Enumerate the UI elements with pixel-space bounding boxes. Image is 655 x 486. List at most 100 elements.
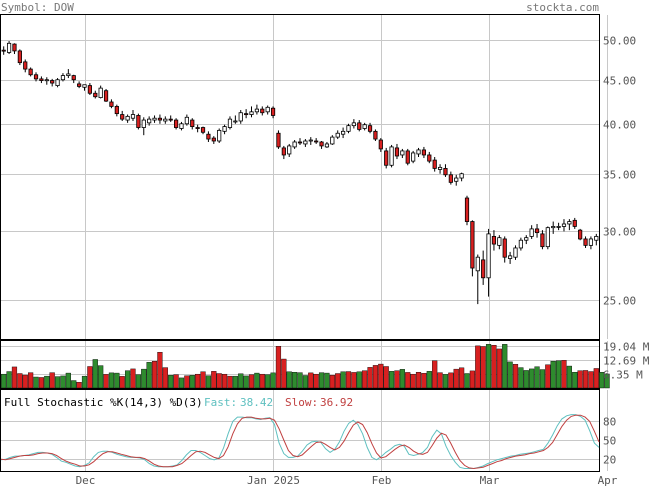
volume-bar — [405, 372, 411, 389]
candle-body — [23, 61, 28, 70]
candle — [567, 219, 572, 231]
volume-bar — [108, 372, 115, 389]
volume-bar — [87, 366, 93, 389]
volume-bar — [388, 371, 395, 389]
volume-bar — [475, 345, 481, 389]
volume-bar — [281, 358, 287, 389]
candle — [524, 235, 529, 245]
candle — [464, 195, 470, 226]
candle-body — [470, 221, 475, 269]
volume-bar — [556, 360, 562, 389]
price-tick-label: 35.00 — [603, 169, 636, 182]
stochastic-slow-label: Slow: — [285, 396, 318, 409]
stochastic-slow-line — [0, 414, 600, 470]
symbol-label: Symbol: DOW — [1, 1, 74, 14]
candle-body — [211, 137, 216, 142]
candle-body — [497, 237, 502, 246]
volume-bar — [81, 375, 88, 389]
candle — [362, 122, 367, 131]
candle — [437, 164, 443, 174]
candle — [71, 74, 76, 84]
candle — [454, 174, 459, 186]
volume-bar — [561, 360, 567, 389]
candle — [217, 128, 222, 143]
volume-bar — [496, 348, 502, 389]
candle-body — [276, 132, 281, 148]
volume-bar — [189, 375, 195, 389]
candle-body — [464, 197, 470, 222]
candle-body — [572, 219, 577, 227]
volume-bar — [22, 374, 28, 389]
candle-body — [98, 87, 103, 98]
candle-body — [281, 147, 286, 156]
candle — [211, 136, 216, 144]
volume-bar — [539, 369, 546, 389]
candle-body — [454, 177, 459, 182]
volume-bar — [464, 373, 470, 389]
volume-bar — [114, 372, 120, 389]
volume-bar — [173, 374, 179, 389]
candle-body — [163, 118, 168, 122]
candle — [173, 118, 179, 130]
candle-body — [308, 139, 313, 142]
candle-body — [12, 43, 17, 52]
candle-body — [125, 115, 130, 121]
candle-body — [39, 78, 44, 81]
volume-bar — [275, 346, 282, 389]
volume-bar — [178, 377, 185, 389]
candle — [529, 225, 534, 239]
volume-bar — [421, 373, 427, 389]
candle — [416, 147, 421, 158]
volume-bar — [410, 373, 416, 389]
stochastic-series — [0, 414, 600, 470]
volume-bar — [119, 376, 125, 389]
candle-body — [330, 136, 335, 145]
candle-body — [534, 228, 540, 234]
volume-bar — [71, 380, 77, 389]
candle-body — [346, 125, 351, 132]
candle-body — [28, 68, 33, 76]
volume-bar — [523, 370, 529, 389]
candle — [77, 81, 82, 89]
candle-body — [432, 159, 437, 169]
candle-body — [421, 149, 427, 156]
candle-body — [157, 117, 163, 121]
candle-body — [324, 143, 330, 148]
candle-body — [567, 221, 572, 225]
candle — [367, 122, 373, 134]
candle — [518, 237, 523, 251]
candle — [265, 105, 270, 115]
candle — [572, 217, 577, 229]
candle — [276, 130, 281, 149]
candlestick-series — [1, 41, 599, 305]
volume-bar — [286, 371, 292, 389]
candle — [55, 78, 60, 88]
candle-body — [93, 92, 98, 98]
volume-bar — [432, 360, 438, 389]
volume-bar — [141, 368, 147, 389]
candle-body — [411, 152, 416, 162]
candle — [23, 59, 28, 73]
candle-body — [551, 226, 556, 229]
candle-body — [341, 130, 346, 135]
candle — [405, 148, 410, 166]
candle — [400, 148, 405, 159]
candle-body — [491, 236, 497, 245]
x-tick-label: Mar — [480, 474, 500, 486]
volume-bar — [502, 344, 508, 389]
candle — [314, 138, 319, 144]
candle — [319, 141, 324, 149]
candle-body — [556, 226, 561, 228]
candle-body — [443, 168, 448, 176]
candle — [254, 104, 259, 115]
volume-bar — [593, 368, 599, 389]
volume-bar — [238, 373, 244, 389]
candle — [411, 150, 416, 164]
candle-body — [303, 140, 308, 145]
price-tick-label: 45.00 — [603, 75, 636, 88]
candle-body — [270, 107, 276, 116]
stochastic-fast-line — [0, 414, 600, 469]
candle — [120, 110, 125, 121]
price-tick-label: 50.00 — [603, 35, 636, 48]
